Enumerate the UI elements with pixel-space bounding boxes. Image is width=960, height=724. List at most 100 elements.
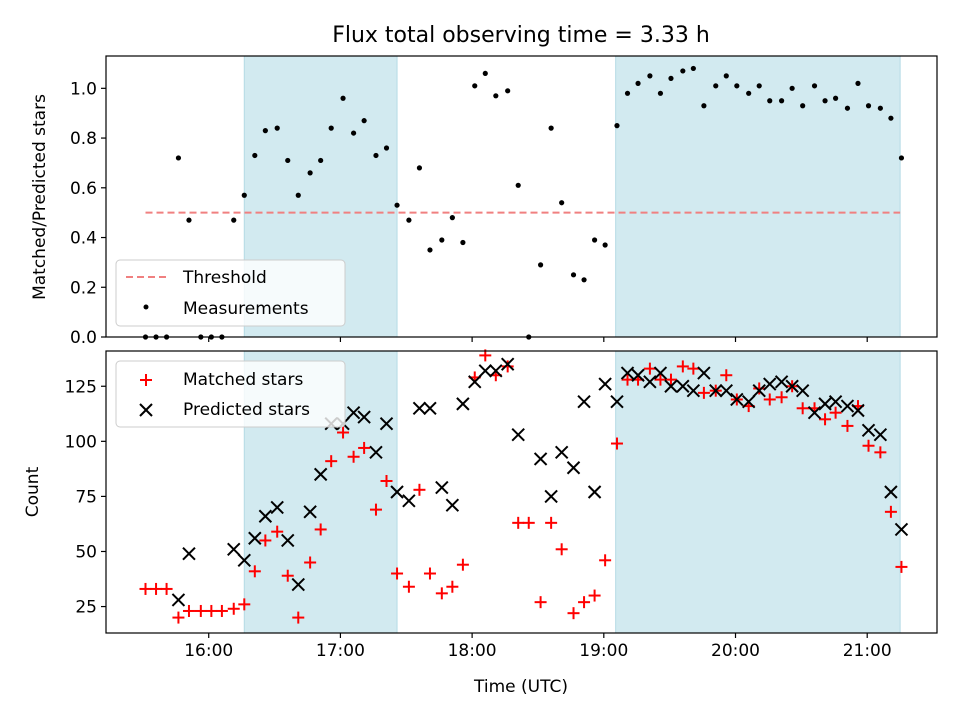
- bottom-y-tick-label: 25: [75, 598, 97, 618]
- predicted-star-point: [851, 403, 865, 418]
- predicted-star-point: [598, 377, 612, 391]
- predicted-star-point: [676, 379, 690, 393]
- predicted-star-point: [828, 394, 843, 409]
- chart-title: Flux total observing time = 3.33 h: [332, 23, 710, 48]
- matched-star-point: [423, 567, 436, 580]
- top-legend-box: [115, 259, 346, 327]
- matched-star-point: [775, 391, 788, 404]
- measurement-point: [723, 73, 729, 79]
- matched-star-point: [281, 569, 294, 582]
- measurement-point: [515, 182, 521, 188]
- measurement-point: [767, 98, 773, 104]
- matched-star-point: [238, 598, 251, 611]
- predicted-star-point: [423, 401, 437, 415]
- predicted-star-point: [281, 533, 295, 548]
- predicted-star-point: [468, 375, 482, 389]
- measurement-point: [482, 70, 488, 77]
- top-y-tick-label: 0.6: [70, 179, 97, 199]
- matched-star-point: [610, 437, 623, 450]
- measurement-point: [186, 217, 192, 223]
- predicted-star-point: [610, 394, 624, 409]
- measurement-point: [647, 73, 653, 79]
- matched-star-point: [534, 596, 547, 609]
- matched-star-point: [687, 362, 700, 375]
- legend-threshold-label: Threshold: [182, 268, 267, 288]
- measurement-point: [537, 262, 544, 268]
- predicted-star-point: [456, 397, 470, 411]
- observing-interval-shade: [615, 55, 901, 338]
- measurement-point: [624, 90, 631, 96]
- predicted-star-point: [861, 423, 876, 438]
- measurement-point: [591, 237, 598, 243]
- matched-star-point: [314, 523, 327, 536]
- bottom-panel: 16:00 17:00 18:00 19:00 20:00 21:00 25 50 75 100…: [23, 349, 938, 661]
- matched-star-point: [676, 360, 689, 373]
- top-panel: 0.0 0.2 0.4 0.6 0.8 1.0 Matched/Predicted sta…: [30, 55, 938, 348]
- measurement-point: [570, 272, 577, 278]
- predicted-star-point: [807, 405, 822, 420]
- predicted-star-point: [258, 509, 273, 523]
- legend-matched-label: Matched stars: [183, 370, 303, 390]
- measurement-point: [811, 83, 818, 89]
- predicted-star-point: [379, 416, 394, 431]
- predicted-star-point: [653, 366, 668, 380]
- top-y-tick-label: 0.8: [70, 129, 97, 149]
- x-axis-label: Time (UTC): [473, 677, 568, 697]
- predicted-star-point: [884, 485, 898, 499]
- bottom-legend: Matched stars Predicted stars: [115, 360, 346, 428]
- predicted-star-point: [412, 401, 427, 415]
- matched-star-point: [391, 567, 404, 580]
- matched-star-point: [150, 582, 163, 595]
- measurement-point: [855, 80, 861, 86]
- x-tick-label: 16:00: [184, 641, 233, 661]
- bottom-y-tick-label: 100: [65, 432, 97, 452]
- predicted-star-point: [478, 364, 492, 378]
- measurement-point: [241, 192, 247, 198]
- matched-star-point: [292, 611, 305, 624]
- predicted-star-point: [697, 366, 711, 380]
- predicted-star-point: [248, 531, 262, 545]
- measurement-point: [657, 90, 664, 96]
- measurement-point: [427, 247, 433, 253]
- measurement-point: [832, 95, 839, 101]
- matched-star-point: [337, 426, 350, 439]
- legend-predicted-swatch: [139, 403, 153, 417]
- measurement-point: [318, 157, 324, 164]
- measurement-point: [231, 217, 237, 223]
- predicted-star-point: [774, 375, 789, 389]
- matched-star-point: [796, 402, 809, 415]
- measurement-point: [898, 155, 905, 161]
- matched-star-point: [819, 413, 832, 426]
- predicted-star-point: [435, 480, 449, 495]
- matched-star-point: [522, 516, 535, 529]
- predicted-star-point: [785, 379, 799, 393]
- measurement-point: [350, 130, 357, 136]
- matched-star-point: [402, 580, 415, 593]
- predicted-star-point: [533, 452, 548, 466]
- legend-measurements-label: Measurements: [183, 299, 309, 319]
- bottom-y-tick-label: 50: [75, 542, 97, 562]
- predicted-star-point: [719, 383, 733, 398]
- matched-star-point: [259, 534, 272, 547]
- top-y-tick-label: 0.4: [70, 229, 97, 249]
- predicted-star-point: [873, 428, 888, 442]
- predicted-star-point: [500, 357, 515, 371]
- measurement-point: [746, 90, 752, 96]
- matched-star-point: [654, 373, 667, 386]
- measurement-point: [690, 65, 696, 72]
- predicted-star-point: [894, 522, 909, 537]
- matched-star-point: [194, 604, 207, 617]
- measurement-point: [472, 83, 478, 89]
- matched-star-point: [643, 362, 656, 375]
- matched-star-point: [413, 483, 426, 496]
- predicted-star-point: [489, 364, 503, 378]
- predicted-star-point: [346, 405, 361, 420]
- predicted-star-point: [643, 375, 657, 389]
- matched-star-point: [753, 382, 766, 395]
- matched-star-point: [884, 505, 897, 518]
- measurement-point: [394, 202, 400, 208]
- measurement-point: [285, 157, 291, 164]
- measurement-point: [548, 125, 554, 131]
- bottom-legend-box: [115, 360, 346, 428]
